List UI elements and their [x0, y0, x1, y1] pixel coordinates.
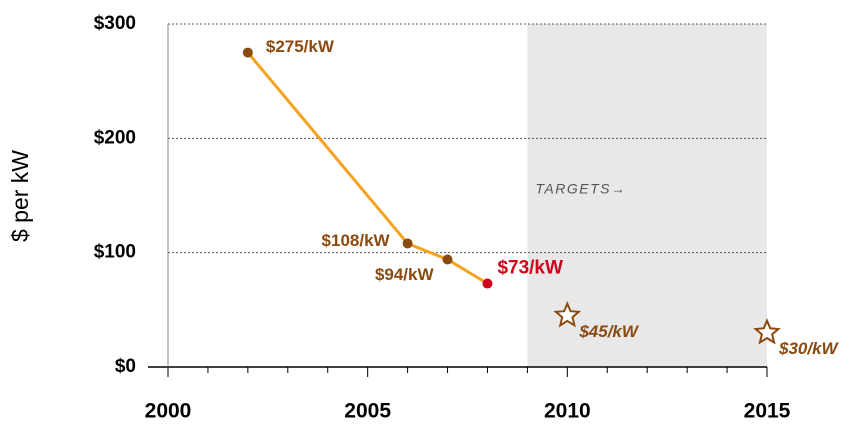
value-label: $73/kW [497, 258, 563, 279]
target-marker [553, 300, 582, 328]
annotation: TARGETS→ [535, 180, 626, 196]
y-tick-label: $0 [115, 356, 136, 377]
point [482, 278, 493, 289]
y-tick-label: $300 [94, 13, 136, 34]
y-tick-label: $100 [94, 242, 136, 263]
point [442, 254, 453, 265]
y-axis-label: $ per kW [7, 150, 33, 242]
value-label: $94/kW [375, 265, 435, 284]
x-tick-label: 2000 [145, 400, 192, 423]
value-label: $30/kW [778, 339, 840, 358]
value-label: $45/kW [578, 322, 640, 341]
point [242, 47, 253, 58]
y-tick-label: $200 [94, 127, 136, 148]
point [402, 238, 413, 249]
line [246, 51, 489, 285]
value-label: $275/kW [266, 37, 335, 56]
value-label: $108/kW [322, 231, 391, 250]
x-tick-label: 2010 [544, 400, 591, 423]
target-marker [753, 318, 781, 345]
x-tick-label: 2005 [344, 400, 391, 423]
x-tick-label: 2015 [744, 400, 791, 423]
